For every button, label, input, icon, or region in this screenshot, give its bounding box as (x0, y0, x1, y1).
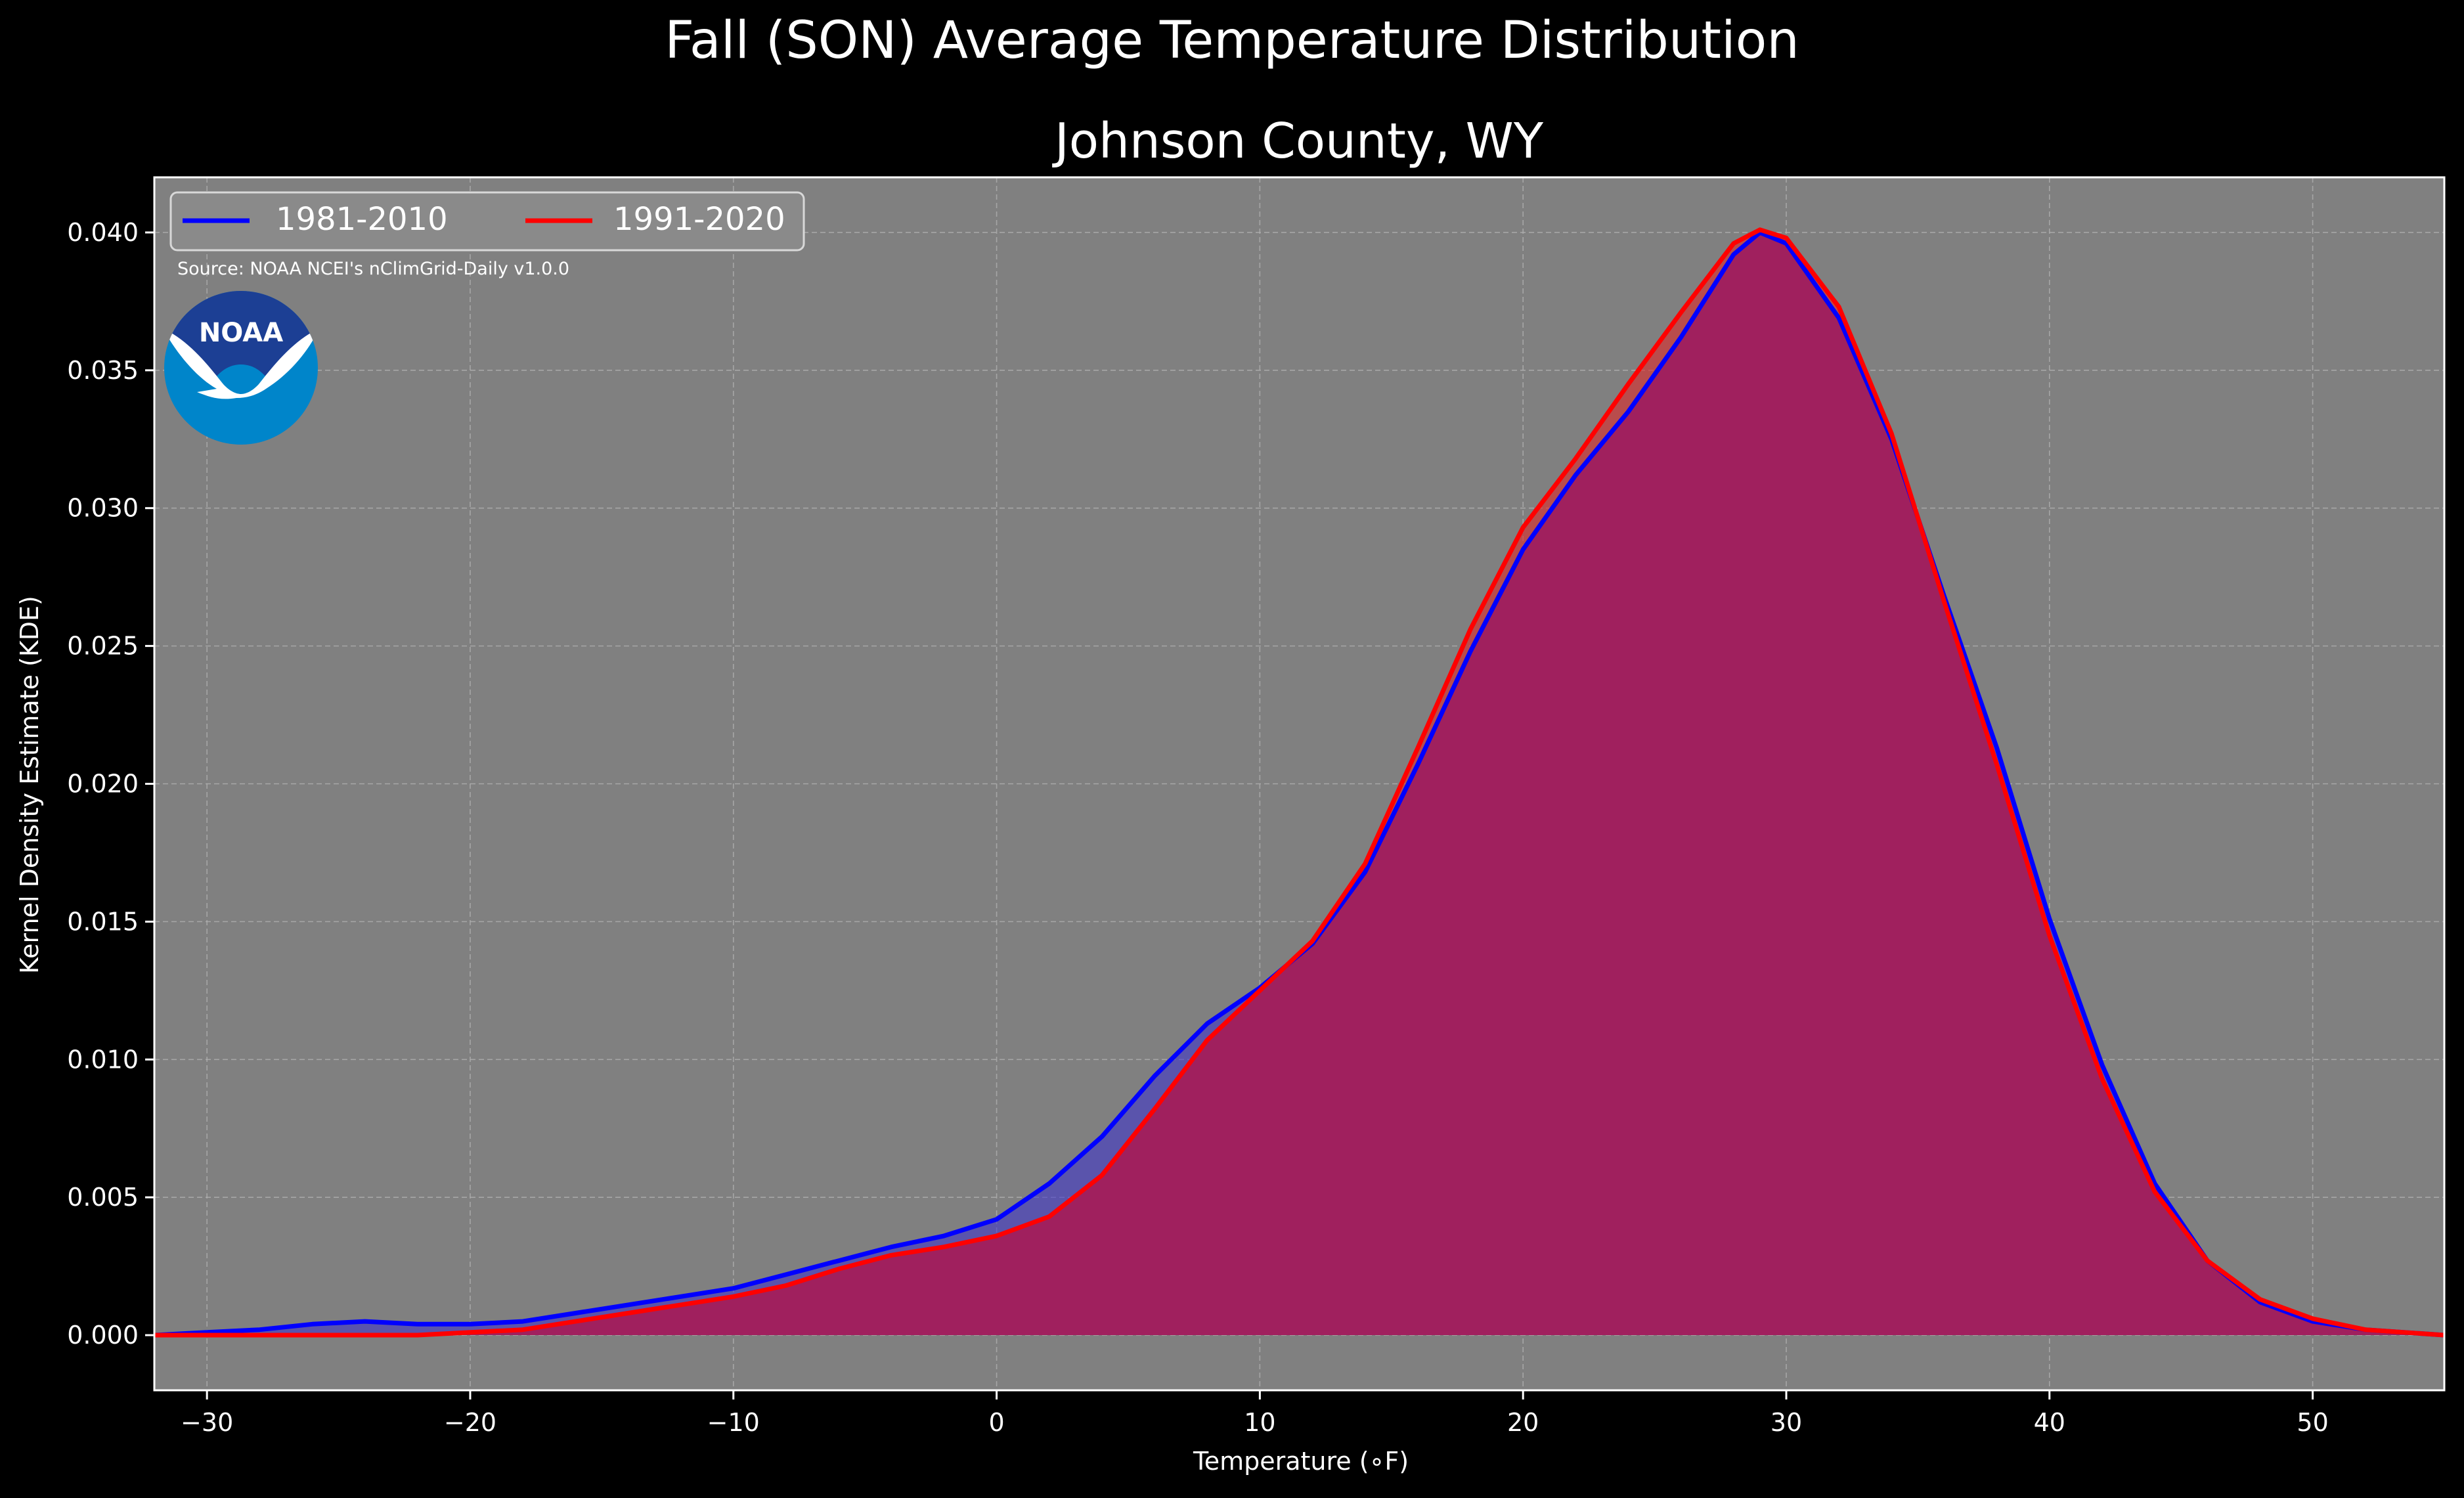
y-axis: 0.000 0.005 0.010 0.015 0.020 0.025 0.030 0.035… (67, 218, 154, 1350)
figure-suptitle: Fall (SON) Average Temperature Distribut… (665, 11, 1799, 70)
noaa-logo: NOAA (164, 291, 318, 445)
x-tick-label: −10 (707, 1408, 760, 1437)
y-tick-label: 0.040 (67, 218, 139, 247)
x-tick-label: 0 (988, 1408, 1004, 1437)
source-note: Source: NOAA NCEI's nClimGrid-Daily v1.0… (177, 259, 569, 279)
legend-label-1991-2020: 1991-2020 (613, 201, 785, 238)
legend-label-1981-2010: 1981-2010 (276, 201, 448, 238)
y-tick-label: 0.025 (67, 632, 139, 661)
legend: 1981-2010 1991-2020 (169, 191, 805, 252)
plot-area (153, 176, 2446, 1392)
legend-box (169, 191, 805, 252)
series-overlap-fill (154, 232, 2444, 1336)
x-axis-label: Temperature (∘F) (1193, 1447, 1409, 1476)
x-tick-label: −20 (444, 1408, 496, 1437)
y-axis-label: Kernel Density Estimate (KDE) (15, 596, 44, 974)
y-tick-label: 0.020 (67, 770, 139, 799)
y-tick-label: 0.035 (67, 356, 139, 385)
x-tick-label: −30 (181, 1408, 233, 1437)
y-tick-label: 0.030 (67, 494, 139, 523)
chart-title: Johnson County, WY (1052, 113, 1544, 169)
series-layer (154, 227, 2444, 1338)
x-tick-label: 40 (2034, 1408, 2065, 1437)
x-tick-label: 20 (1507, 1408, 1539, 1437)
x-axis: −30 −20 −10 0 10 20 30 40 50 (181, 1390, 2329, 1437)
noaa-logo-text: NOAA (199, 318, 283, 348)
x-tick-label: 30 (1771, 1408, 1802, 1437)
y-tick-label: 0.015 (67, 907, 139, 936)
y-tick-label: 0.010 (67, 1045, 139, 1074)
series-line-1991-2020 (154, 227, 2444, 1338)
y-tick-label: 0.005 (67, 1183, 139, 1212)
y-tick-label: 0.000 (67, 1321, 139, 1350)
x-tick-label: 50 (2297, 1408, 2328, 1437)
x-tick-label: 10 (1244, 1408, 1275, 1437)
noaa-logo-bird (164, 328, 318, 399)
